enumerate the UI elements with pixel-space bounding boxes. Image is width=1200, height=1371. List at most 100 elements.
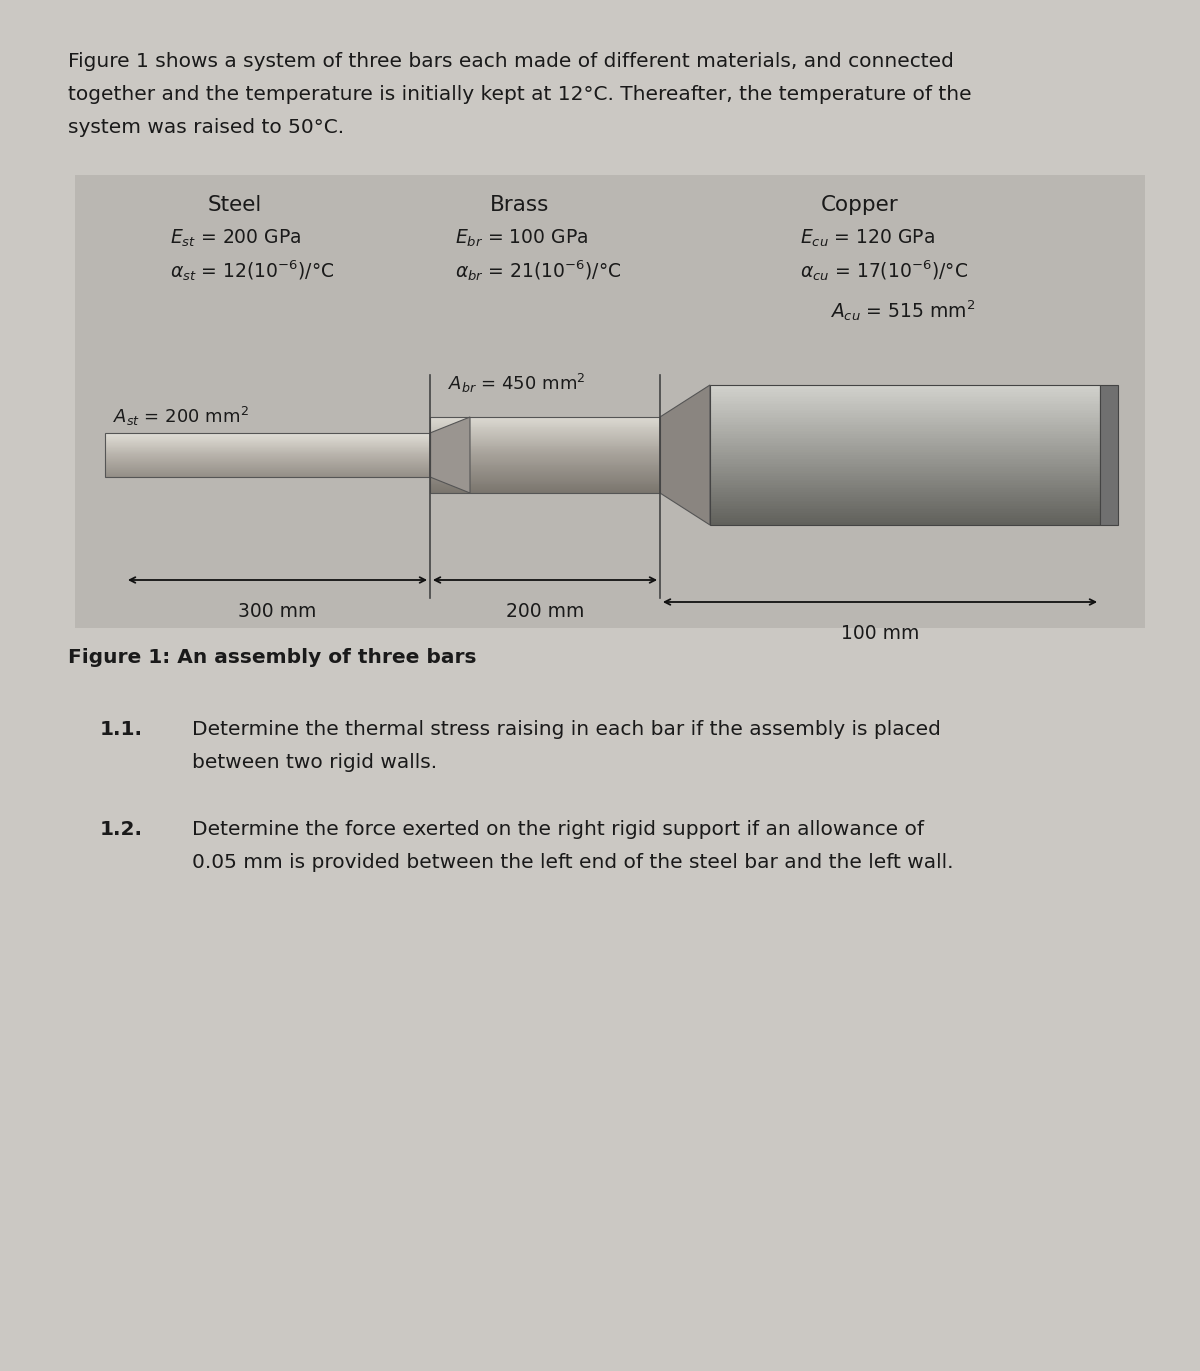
Bar xyxy=(710,446,1100,448)
Bar xyxy=(710,450,1100,451)
Bar xyxy=(710,485,1100,487)
Bar xyxy=(710,506,1100,507)
Text: $\alpha_{br}$ = 21(10$^{-6}$)/°C: $\alpha_{br}$ = 21(10$^{-6}$)/°C xyxy=(455,258,622,282)
Text: together and the temperature is initially kept at 12°C. Thereafter, the temperat: together and the temperature is initiall… xyxy=(68,85,972,104)
Bar xyxy=(710,489,1100,492)
Bar xyxy=(710,400,1100,403)
Bar xyxy=(710,410,1100,411)
Text: Determine the force exerted on the right rigid support if an allowance of: Determine the force exerted on the right… xyxy=(192,820,924,839)
Bar xyxy=(710,492,1100,494)
Bar xyxy=(710,520,1100,521)
Text: 1.1.: 1.1. xyxy=(100,720,143,739)
Bar xyxy=(710,461,1100,462)
Polygon shape xyxy=(430,417,470,494)
Polygon shape xyxy=(660,385,710,525)
Text: 200 mm: 200 mm xyxy=(506,602,584,621)
Bar xyxy=(710,387,1100,388)
Bar xyxy=(710,469,1100,470)
Text: system was raised to 50°C.: system was raised to 50°C. xyxy=(68,118,344,137)
Bar xyxy=(710,425,1100,426)
Bar xyxy=(710,466,1100,468)
Bar xyxy=(710,411,1100,413)
Bar xyxy=(430,417,660,494)
Text: Copper: Copper xyxy=(821,195,899,215)
Bar xyxy=(710,417,1100,418)
Text: Figure 1: An assembly of three bars: Figure 1: An assembly of three bars xyxy=(68,648,476,668)
Bar xyxy=(710,413,1100,415)
Bar xyxy=(710,406,1100,407)
Bar xyxy=(710,439,1100,441)
Bar xyxy=(710,420,1100,422)
Bar xyxy=(710,393,1100,395)
Bar xyxy=(710,488,1100,489)
Bar xyxy=(74,175,1145,628)
Bar xyxy=(710,448,1100,450)
Bar xyxy=(710,480,1100,481)
Text: Steel: Steel xyxy=(208,195,262,215)
Bar xyxy=(710,429,1100,430)
Bar xyxy=(710,494,1100,495)
Text: 1.2.: 1.2. xyxy=(100,820,143,839)
Text: 300 mm: 300 mm xyxy=(239,602,317,621)
Bar xyxy=(710,468,1100,469)
Bar xyxy=(710,514,1100,517)
Bar xyxy=(710,404,1100,406)
Bar xyxy=(710,513,1100,514)
Bar xyxy=(710,500,1100,502)
Bar xyxy=(710,444,1100,446)
Bar xyxy=(710,403,1100,404)
Bar xyxy=(710,455,1100,457)
Bar xyxy=(710,499,1100,500)
Text: $E_{br}$ = 100 GPa: $E_{br}$ = 100 GPa xyxy=(455,228,588,250)
Bar xyxy=(710,451,1100,454)
Bar xyxy=(710,473,1100,474)
Bar xyxy=(710,424,1100,425)
Bar xyxy=(710,435,1100,436)
Bar xyxy=(710,454,1100,455)
Text: Determine the thermal stress raising in each bar if the assembly is placed: Determine the thermal stress raising in … xyxy=(192,720,941,739)
Bar xyxy=(710,481,1100,483)
Bar xyxy=(710,509,1100,511)
Bar xyxy=(710,398,1100,399)
Bar xyxy=(710,385,1100,525)
Bar xyxy=(710,391,1100,392)
Bar xyxy=(710,470,1100,473)
Bar xyxy=(710,498,1100,499)
Bar xyxy=(710,441,1100,443)
Bar xyxy=(710,474,1100,476)
Text: $E_{cu}$ = 120 GPa: $E_{cu}$ = 120 GPa xyxy=(800,228,935,250)
Bar xyxy=(710,463,1100,466)
Bar xyxy=(710,392,1100,393)
Bar xyxy=(710,437,1100,439)
Bar xyxy=(1100,385,1118,525)
Bar xyxy=(710,458,1100,461)
Bar xyxy=(710,407,1100,410)
Bar xyxy=(710,524,1100,525)
Bar xyxy=(710,476,1100,477)
Bar xyxy=(710,388,1100,391)
Text: $A_{cu}$ = 515 mm$^2$: $A_{cu}$ = 515 mm$^2$ xyxy=(830,298,976,322)
Bar xyxy=(710,477,1100,480)
Bar xyxy=(710,395,1100,398)
Bar xyxy=(710,443,1100,444)
Bar xyxy=(710,462,1100,463)
Text: $\alpha_{st}$ = 12(10$^{-6}$)/°C: $\alpha_{st}$ = 12(10$^{-6}$)/°C xyxy=(170,258,335,282)
Bar xyxy=(710,430,1100,432)
Bar xyxy=(710,518,1100,520)
Text: 100 mm: 100 mm xyxy=(841,624,919,643)
Bar xyxy=(710,507,1100,509)
Bar xyxy=(710,432,1100,435)
Bar xyxy=(710,426,1100,429)
Bar xyxy=(710,483,1100,485)
Bar xyxy=(710,502,1100,505)
Text: $A_{br}$ = 450 mm$^2$: $A_{br}$ = 450 mm$^2$ xyxy=(448,372,586,395)
Text: between two rigid walls.: between two rigid walls. xyxy=(192,753,437,772)
Bar xyxy=(710,399,1100,400)
Bar xyxy=(710,521,1100,524)
Text: $E_{st}$ = 200 GPa: $E_{st}$ = 200 GPa xyxy=(170,228,301,250)
Text: Figure 1 shows a system of three bars each made of different materials, and conn: Figure 1 shows a system of three bars ea… xyxy=(68,52,954,71)
Bar xyxy=(710,517,1100,518)
Text: $\alpha_{cu}$ = 17(10$^{-6}$)/°C: $\alpha_{cu}$ = 17(10$^{-6}$)/°C xyxy=(800,258,968,282)
Bar xyxy=(710,495,1100,498)
Bar xyxy=(710,418,1100,420)
